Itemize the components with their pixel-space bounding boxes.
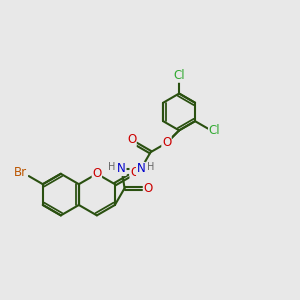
Text: O: O bbox=[162, 136, 171, 149]
Text: Br: Br bbox=[14, 166, 28, 179]
Text: H: H bbox=[147, 162, 154, 172]
Text: O: O bbox=[127, 134, 136, 146]
Text: Cl: Cl bbox=[173, 69, 185, 82]
Text: Cl: Cl bbox=[208, 124, 220, 136]
Text: O: O bbox=[144, 182, 153, 195]
Text: O: O bbox=[130, 166, 139, 179]
Text: H: H bbox=[108, 162, 116, 172]
Text: O: O bbox=[92, 167, 101, 180]
Text: N: N bbox=[136, 162, 145, 176]
Text: N: N bbox=[117, 162, 126, 176]
